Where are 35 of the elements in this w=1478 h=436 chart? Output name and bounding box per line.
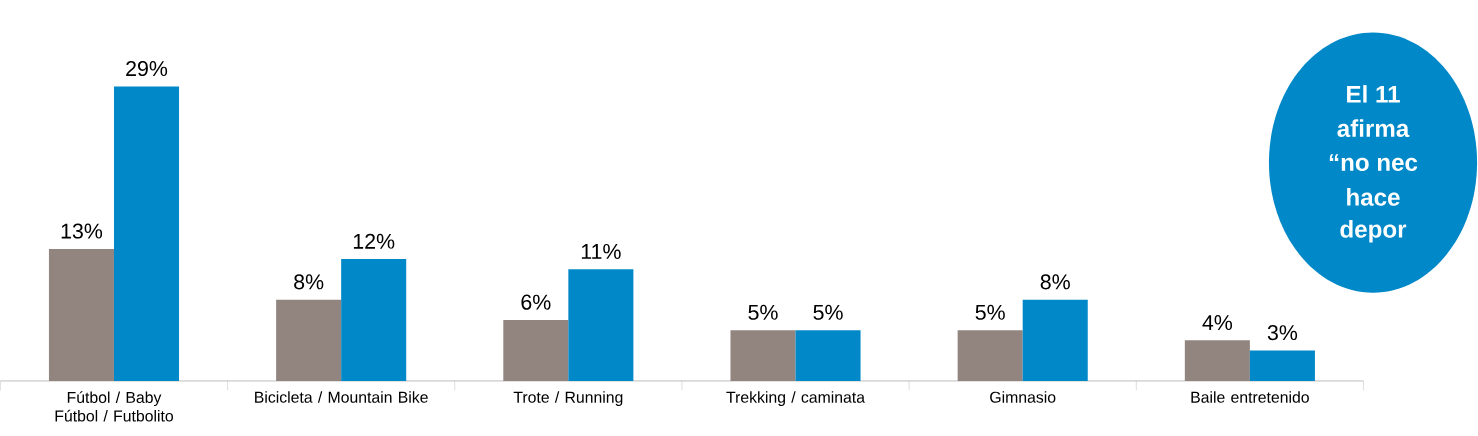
bar: [568, 269, 634, 382]
data-label: 8%: [1040, 274, 1070, 290]
data-label: 5%: [975, 304, 1005, 320]
bar: [48, 249, 114, 382]
data-label: 13%: [61, 223, 103, 239]
data-label: 3%: [1267, 325, 1298, 341]
x-tick-label: Baile entretenido: [1191, 391, 1309, 403]
x-tick-label: Bicicleta / Mountain Bike: [255, 391, 428, 403]
bar: [503, 320, 569, 382]
x-tick-label: Trote / Running: [513, 391, 623, 407]
bar: [113, 86, 180, 382]
bar: [730, 330, 796, 382]
data-label: 8%: [294, 274, 324, 290]
annotation: afirma: [1337, 119, 1410, 138]
bar: [276, 299, 342, 382]
data-label: 11%: [581, 244, 621, 260]
x-tick-label: Gimnasio: [990, 391, 1056, 403]
annotation: hace: [1347, 188, 1400, 206]
bar: [1022, 299, 1088, 382]
data-label: 12%: [353, 233, 395, 249]
bar: [957, 330, 1023, 382]
data-label: 5%: [813, 304, 843, 320]
x-tick-label: Trekking / caminata: [726, 391, 865, 407]
bar: [341, 259, 407, 382]
bar: [795, 330, 861, 382]
bar: [1184, 340, 1250, 382]
data-label: 29%: [126, 61, 168, 77]
data-label: 5%: [748, 304, 778, 320]
x-tick-label: Fútbol / Baby Fútbol / Futbolito: [55, 391, 174, 422]
annotation: El 11: [1347, 85, 1400, 103]
data-label: 6%: [521, 294, 551, 310]
bar: [1249, 350, 1315, 382]
annotation: depor: [1340, 220, 1407, 243]
data-label: 4%: [1202, 315, 1233, 331]
annotation: “no nec: [1329, 154, 1418, 172]
